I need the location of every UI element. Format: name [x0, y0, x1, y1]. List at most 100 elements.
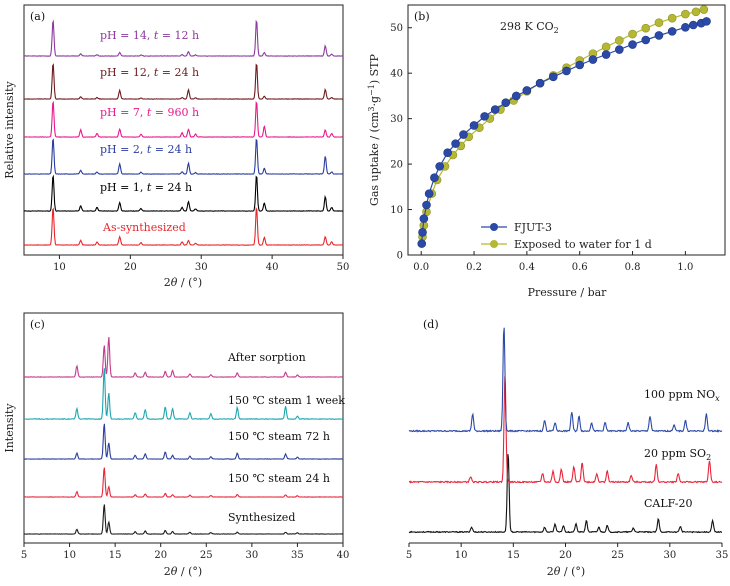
panel-b-frame: [407, 4, 726, 256]
panel-a-x-tick-label: 40: [266, 262, 279, 273]
panel-a-trace: [23, 138, 344, 175]
panel-b-data-point: [422, 200, 431, 210]
panel-b-legend-label: FJUT-3: [514, 221, 552, 234]
panel-a-trace-label: pH = 14, t = 12 h: [100, 29, 199, 42]
panel-b-x-tick-label: 0.2: [466, 262, 482, 273]
panel-c-trace-label: After sorption: [227, 351, 306, 364]
panel-b-data-point: [654, 31, 664, 40]
panel-c-x-axis-label: 2θ / (°): [164, 565, 202, 578]
panel-b-data-point: [615, 36, 624, 45]
panel-b-data-point: [424, 189, 434, 198]
panel-b-y-tick-label: 50: [390, 23, 403, 34]
panel-b-data-point: [699, 5, 709, 14]
panel-d-x-tick-label: 20: [559, 550, 572, 561]
panel-b-data-point: [490, 105, 500, 114]
panel-a-frame: [23, 4, 344, 256]
panel-a-trace: [23, 100, 344, 138]
panel-d-x-tick-label: 5: [406, 550, 412, 561]
panel-d-x-tick-label: 10: [455, 550, 468, 561]
panel-d: (d) 5 10 15 20 25 30 35 CALF-20 20 ppm SO2 100 p…: [406, 318, 729, 578]
panel-a-x-tick-label: 20: [124, 262, 137, 273]
panel-c-trace: [24, 467, 344, 498]
panel-d-x-axis-label: 2θ / (°): [547, 565, 585, 578]
panel-c-letter: (c): [30, 318, 45, 331]
panel-d-letter: (d): [423, 318, 439, 331]
panel-b-y-tick-label: 10: [390, 205, 403, 216]
panel-d-trace: [408, 454, 723, 534]
panel-b-legend-label: Exposed to water for 1 d: [514, 238, 652, 251]
panel-b-data-point: [702, 17, 711, 26]
panel-b-data-point: [418, 227, 427, 237]
panel-b-data-point: [419, 214, 429, 223]
panel-b-data-point: [512, 91, 521, 101]
panel-b-y-tick-label: 30: [390, 114, 403, 125]
panel-b-y-tick-label: 20: [390, 160, 403, 171]
panel-c-x-tick-label: 10: [63, 550, 76, 561]
panel-a-x-tick-label: 50: [337, 262, 350, 273]
panel-b-x-tick-label: 0.0: [413, 262, 429, 273]
panel-d-trace: [408, 327, 723, 433]
panel-d-x-tick-label: 15: [507, 550, 520, 561]
panel-a-trace: [24, 19, 344, 57]
panel-b-data-point: [681, 9, 690, 19]
panel-d-trace-label: 100 ppm NOx: [644, 388, 720, 403]
panel-b-data-point: [535, 78, 545, 88]
panel-c-trace-label: 150 ℃ steam 72 h: [228, 430, 330, 443]
panel-b-data-point: [667, 13, 677, 23]
panel-b-data-point: [628, 40, 637, 49]
panel-b-legend-marker: [490, 240, 498, 248]
panel-b-y-tick-label: 0: [397, 251, 403, 262]
panel-a-y-axis-label: Relative intensity: [3, 80, 16, 178]
panel-b-data-point: [562, 66, 571, 76]
panel-c: (c) 5 10 15 20 25 30 35 40 Synthesized 150 ℃ ste…: [3, 312, 350, 578]
panel-b-data-point: [459, 130, 468, 139]
panel-c-trace: [23, 368, 344, 421]
panel-c-trace-label: Synthesized: [228, 511, 295, 524]
panel-d-x-tick-label: 35: [716, 550, 729, 561]
panel-b-data-point: [480, 112, 489, 121]
panel-c-trace: [23, 336, 344, 378]
panel-b-data-point: [601, 50, 611, 59]
panel-b: (b) 298 K CO2 0.0 0.2 0.4 0.6 0.8 1.0 0 10 20 30 4…: [367, 4, 726, 299]
panel-a-letter: (a): [30, 10, 45, 23]
panel-c-trace: [23, 423, 343, 460]
panel-c-trace: [24, 504, 344, 535]
panel-b-series-line: [421, 8, 705, 237]
panel-c-x-tick-label: 5: [21, 550, 27, 561]
panel-b-data-point: [615, 45, 624, 54]
panel-a-trace-label: pH = 1, t = 24 h: [100, 181, 192, 194]
panel-c-x-tick-label: 15: [109, 550, 122, 561]
panel-c-x-tick-label: 35: [291, 550, 304, 561]
panel-b-data-point: [501, 98, 511, 108]
panel-a-x-tick-label: 10: [53, 262, 66, 273]
panel-a-trace-label: pH = 12, t = 24 h: [100, 66, 199, 79]
panel-b-data-point: [575, 60, 585, 70]
panel-b-x-axis-label: Pressure / bar: [528, 286, 608, 299]
panel-b-title: 298 K CO2: [500, 20, 559, 35]
panel-b-data-point: [522, 86, 532, 95]
panel-b-x-tick-label: 0.6: [572, 262, 588, 273]
panel-b-y-tick-label: 40: [390, 69, 403, 80]
panel-c-trace-label: 150 ℃ steam 24 h: [228, 472, 330, 485]
panel-a-trace-label: As-synthesized: [102, 221, 186, 234]
panel-d-x-tick-label: 30: [663, 550, 676, 561]
panel-b-data-point: [681, 22, 690, 32]
panel-d-trace: [408, 376, 723, 484]
panel-c-frame: [23, 312, 344, 544]
panel-c-y-axis-label: Intensity: [3, 403, 16, 453]
panel-b-data-point: [548, 72, 558, 82]
panel-a-trace-label: pH = 2, t = 24 h: [100, 143, 192, 156]
panel-b-data-point: [691, 7, 701, 17]
panel-b-data-point: [443, 148, 452, 158]
panel-c-x-tick-label: 40: [337, 550, 350, 561]
panel-d-x-tick-label: 25: [611, 550, 624, 561]
panel-b-legend-marker: [490, 223, 498, 231]
panel-a-trace: [24, 206, 343, 246]
panel-b-x-tick-label: 0.8: [625, 262, 641, 273]
panel-c-trace-label: 150 ℃ steam 1 week: [228, 394, 345, 407]
panel-b-x-tick-label: 1.0: [677, 262, 693, 273]
panel-c-x-tick-label: 20: [154, 550, 167, 561]
panel-b-data-point: [430, 173, 439, 183]
panel-b-data-point: [688, 20, 698, 30]
